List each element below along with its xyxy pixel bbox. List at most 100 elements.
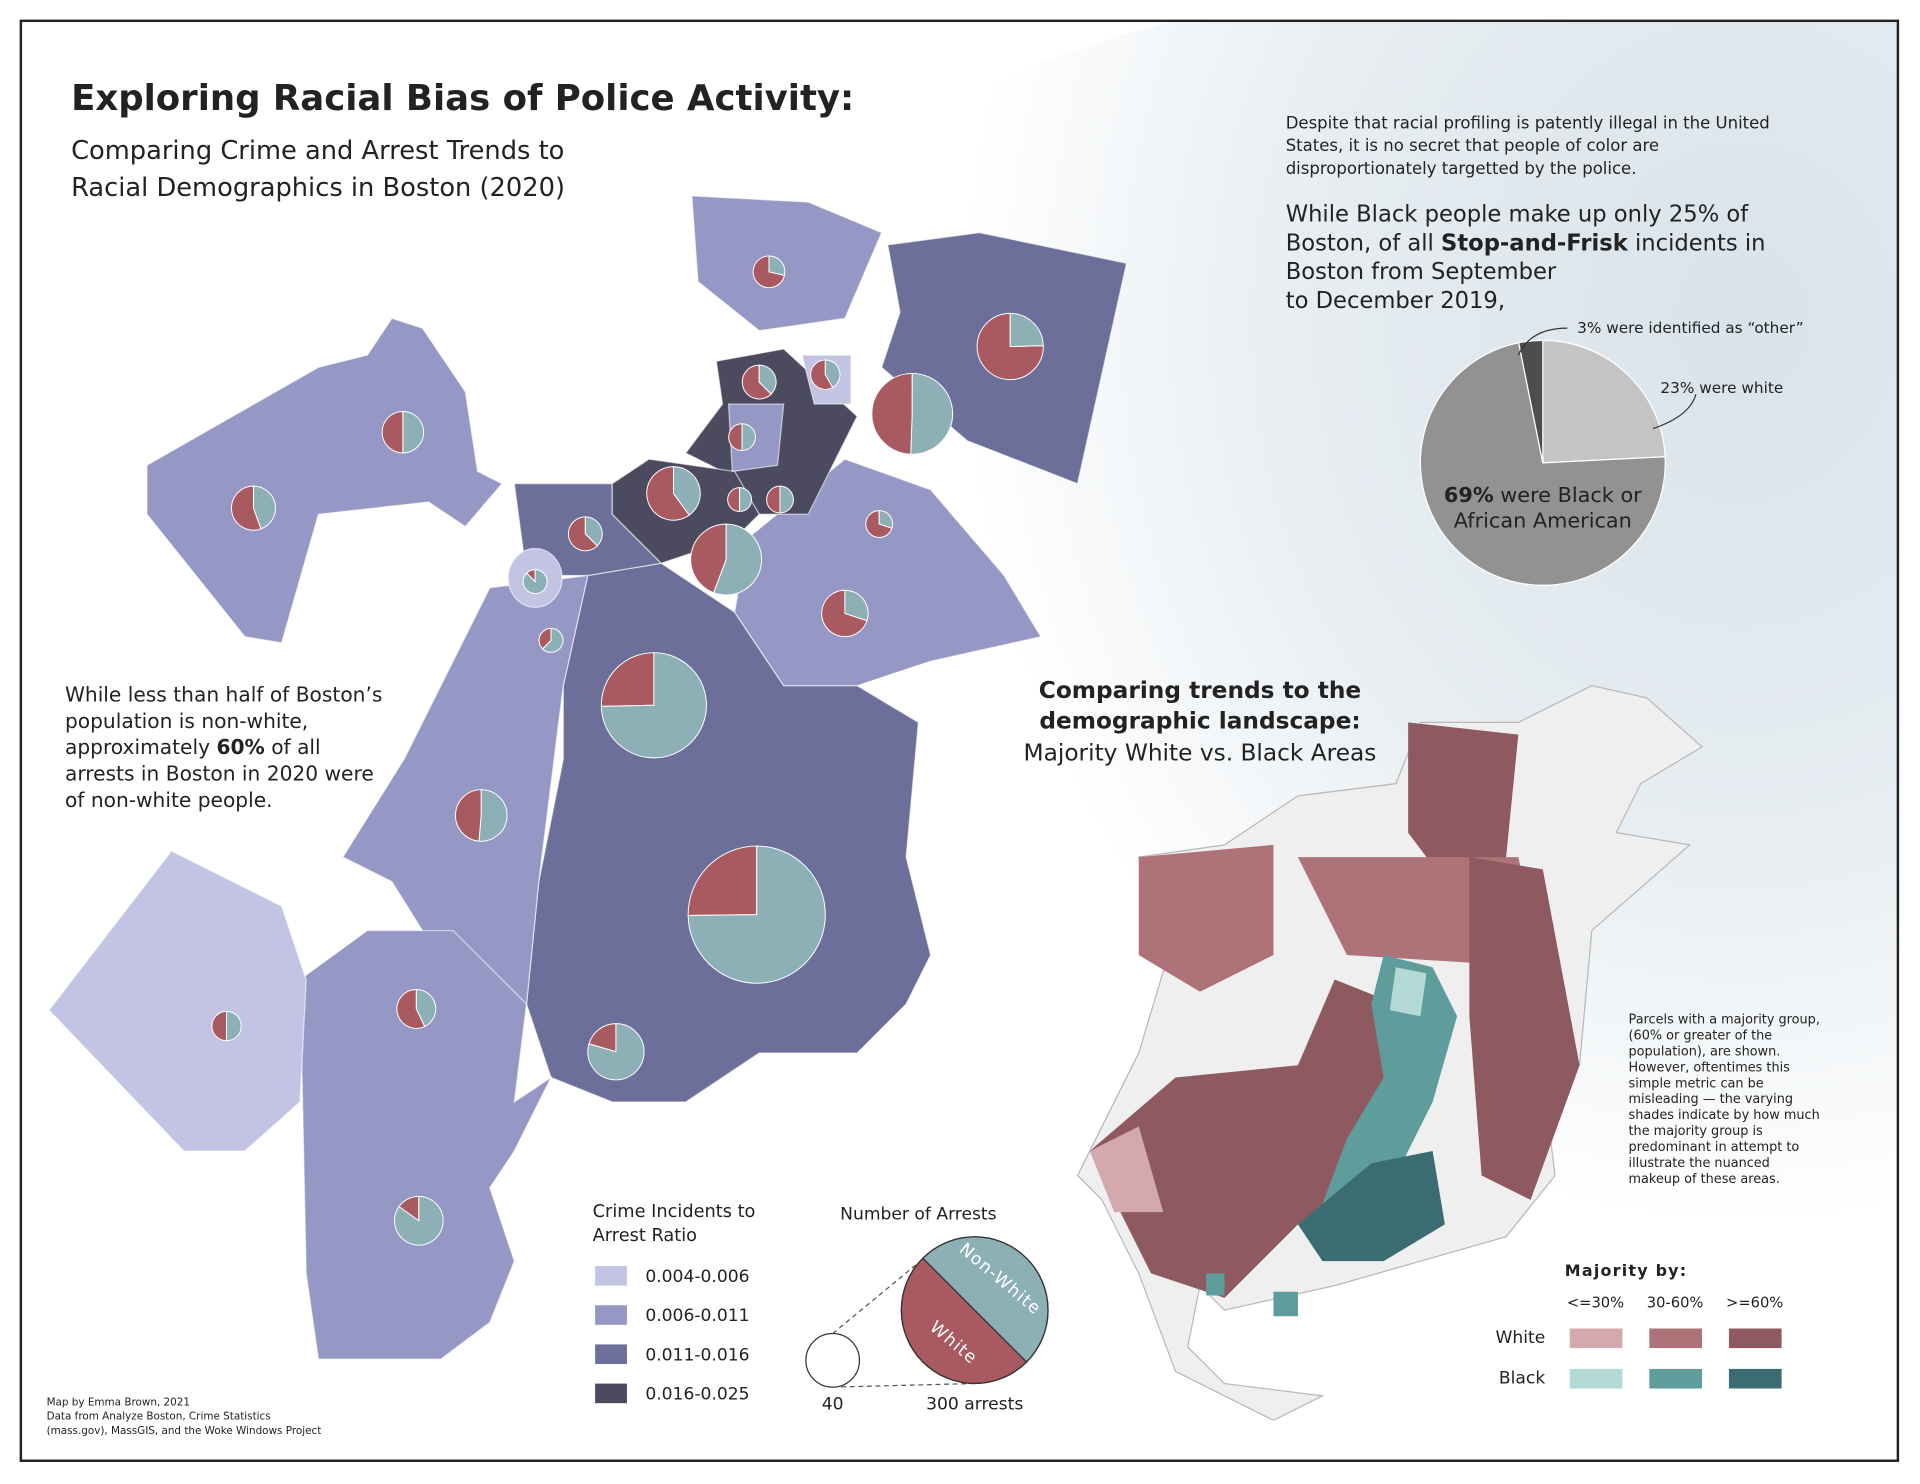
pie-slice [211,1010,228,1042]
left-text-part: of non-white people. [65,788,273,812]
left-text-part: While less than half of Boston’s [65,683,382,707]
left-text-part: arrests in Boston in 2020 were [65,762,374,786]
stop-frisk-text-part: While Black people make up only 25% of [1286,202,1750,228]
subtitle: Racial Demographics in Boston (2020) [71,173,565,203]
pie-slice [739,487,752,513]
pie-annotation: 23% were white [1660,379,1783,397]
pie-slice [713,523,763,596]
pie-slice [538,627,552,650]
ratio-legend-title: Crime Incidents to [593,1202,756,1222]
intro-text: States, it is no secret that people of c… [1286,136,1659,155]
pie-slice [541,627,564,653]
pie-slice [231,485,262,531]
stop-frisk-text: to December 2019, [1286,288,1505,314]
pie-slice [690,523,727,594]
parcel [1273,1291,1298,1317]
intro-text: Despite that racial profiling is patentl… [1286,114,1770,133]
parcel [1297,1150,1445,1262]
left-text-part: of all [265,735,321,759]
leader [832,1258,924,1335]
pie-slice [402,410,424,454]
pie-slice [478,789,508,842]
legend-swatch [595,1266,627,1286]
left-text: approximately 60% of all [65,735,321,759]
legend-column: <=30% [1567,1295,1624,1312]
legend-swatch [1569,1368,1623,1389]
pie-value-label: 69% were Black or [1444,483,1642,507]
pie-slice [810,359,834,390]
pie-slice [1009,312,1044,348]
stop-frisk-text-part: to December 2019, [1286,288,1505,314]
district [48,850,307,1152]
pie-slice [768,255,786,276]
district [727,403,785,473]
size-legend-label: 300 arrests [926,1394,1023,1414]
parcel [1138,844,1274,992]
parcel-note: shades indicate by how much [1629,1108,1820,1123]
legend-label: 0.016-0.025 [645,1385,749,1405]
stop-frisk-text: Boston from September [1286,259,1557,285]
parcel [1408,722,1519,882]
parcel-note: simple metric can be [1629,1076,1764,1091]
district [299,929,553,1360]
pie-slice [687,845,826,984]
legend-column: 30-60% [1647,1295,1704,1312]
parcel-note: misleading — the varying [1629,1092,1794,1107]
legend-label: 0.011-0.016 [645,1345,749,1365]
pie-slice [687,845,758,916]
pie-slice [584,516,603,547]
pie-slice [824,359,841,389]
legend-label: 0.004-0.006 [645,1267,749,1287]
pie-slice [396,989,426,1029]
pie-slice [381,410,404,454]
pie-slice [226,1010,242,1042]
stop-frisk-text-part: Boston, of all [1286,230,1441,256]
stop-frisk-text-part: Boston from September [1286,259,1557,285]
legend-row: Black [1499,1369,1545,1389]
parcel [1206,1273,1225,1296]
frame [19,19,1900,1462]
pie-slice [766,485,781,514]
legend-swatch [595,1305,627,1325]
pie-slice [821,589,868,638]
legend-swatch [595,1344,627,1365]
annotation-leader [1517,327,1568,356]
ratio-legend-title: Arrest Ratio [593,1226,697,1246]
legend-swatch [1569,1328,1623,1349]
left-text: While less than half of Boston’s [65,683,382,707]
overlay: Despite that racial profiling is patentl… [47,114,1820,1437]
left-text-part: population is non-white, [65,709,308,733]
size-legend-label: 40 [822,1394,844,1414]
districts [48,195,1128,1360]
pie-slice [587,1023,645,1081]
legend-row: White [1495,1328,1545,1348]
inset-map [1076,685,1704,1422]
legend-swatch [595,1383,627,1404]
legend-label: 0.006-0.011 [645,1306,749,1326]
compare-subheading: Majority White vs. Black Areas [1024,739,1377,766]
credits: Data from Analyze Boston, Crime Statisti… [47,1411,271,1423]
title: Exploring Racial Bias of Police Activity… [71,78,854,119]
credits: (mass.gov), MassGIS, and the Woke Window… [47,1425,322,1437]
annotation-leader [1652,394,1697,430]
pie-slice [253,485,277,530]
legend-swatch [1649,1328,1702,1349]
parcel-note: illustrate the nuanced [1629,1156,1770,1171]
left-text-part: 60% [216,735,264,759]
pie-value-label: African American [1454,509,1632,533]
pie-value-label-part: were Black or [1494,483,1643,507]
intro-text: disproportionately targetted by the poli… [1286,159,1637,178]
parcel-note: Parcels with a majority group, [1629,1013,1820,1028]
legend-column: >=60% [1726,1295,1783,1312]
water [857,20,1898,1225]
parcel-note: (60% or greater of the [1629,1029,1773,1044]
district [691,195,883,332]
pie-slice [394,1195,444,1246]
legend-swatch [1728,1368,1782,1389]
pie-slice [871,372,913,455]
parcel-note: population), are shown. [1629,1044,1781,1059]
subtitle: Comparing Crime and Arrest Trends to [71,136,564,166]
leader [832,1382,975,1388]
